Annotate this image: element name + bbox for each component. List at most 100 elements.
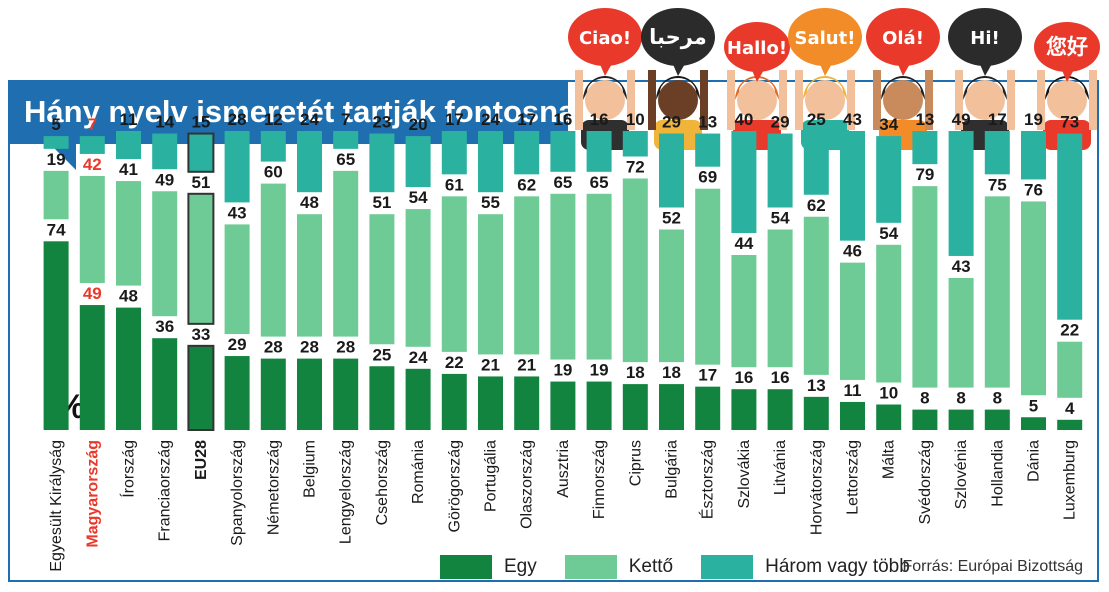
data-label: 74: [47, 220, 66, 239]
bar-ketto: [43, 170, 69, 220]
bar-harom: [695, 133, 721, 167]
bar-ketto: [622, 178, 648, 363]
bar-harom: [550, 131, 576, 172]
speech-bubble: [1034, 22, 1100, 72]
bar-harom: [622, 131, 648, 157]
bar-ketto: [803, 216, 829, 375]
bar-harom: [731, 131, 757, 233]
bar-ketto: [948, 277, 974, 388]
data-label: 34: [879, 115, 898, 134]
category-label: Románia: [410, 440, 427, 504]
bar-ketto: [767, 229, 793, 368]
legend: Egy Kettő Három vagy több: [440, 554, 938, 580]
data-label: 43: [228, 203, 247, 222]
bar-egy: [369, 366, 395, 430]
data-label: 54: [771, 209, 790, 228]
category-label: Portugália: [483, 440, 500, 512]
bar-ketto: [116, 181, 141, 286]
data-label: 7: [88, 115, 97, 134]
data-label: 8: [993, 389, 1002, 408]
speech-bubble: [568, 8, 642, 66]
bar-egy: [297, 358, 322, 430]
data-label: 28: [300, 338, 319, 357]
bar-harom: [514, 131, 540, 175]
bar-egy: [224, 356, 250, 430]
category-label: Belgium: [302, 440, 319, 498]
data-label: 16: [771, 368, 790, 387]
speech-bubble: [866, 8, 940, 66]
bar-ketto: [695, 188, 721, 365]
bar-harom: [803, 131, 829, 195]
person-arm: [727, 70, 735, 130]
bar-harom: [984, 131, 1010, 175]
person-head: [737, 80, 777, 120]
bar-egy: [876, 404, 902, 430]
data-label: 65: [590, 173, 609, 192]
bar-harom: [369, 133, 395, 193]
data-label: 17: [445, 110, 464, 129]
data-label: 49: [83, 284, 102, 303]
bar-ketto: [550, 193, 576, 360]
person-arm: [1089, 70, 1097, 130]
bar-egy: [767, 389, 793, 430]
category-label: Ausztria: [555, 440, 572, 498]
data-label: 19: [553, 361, 572, 380]
data-label: 20: [409, 115, 428, 134]
bar-harom: [260, 131, 286, 162]
category-label: Spanyolország: [229, 440, 246, 546]
category-label: Hollandia: [989, 440, 1006, 507]
data-label: 29: [771, 113, 790, 132]
category-label: EU28: [193, 440, 210, 480]
greeting-text: مرحبا: [649, 25, 707, 49]
bar-egy: [405, 368, 431, 430]
bar-egy: [514, 376, 540, 430]
data-label: 12: [264, 110, 283, 129]
legend-item-egy: Egy: [440, 555, 537, 579]
data-label: 8: [920, 389, 929, 408]
bar-egy: [79, 305, 105, 430]
bar-harom: [297, 131, 322, 193]
data-label: 48: [300, 193, 319, 212]
data-label: 19: [47, 150, 66, 169]
data-label: 49: [155, 170, 174, 189]
person-arm: [847, 70, 855, 130]
data-label: 60: [264, 163, 283, 182]
bar-ketto: [1057, 341, 1083, 398]
data-label: 62: [517, 175, 536, 194]
bar-egy: [695, 386, 721, 430]
person-arm: [795, 70, 803, 130]
bar-harom: [441, 131, 467, 175]
bar-egy: [840, 401, 865, 430]
category-label: Görögország: [446, 440, 463, 533]
speech-bubble-tail: [599, 62, 613, 76]
bar-ketto: [659, 229, 684, 363]
source-note: Forrás: Európai Bizottság: [902, 558, 1083, 575]
data-label: 72: [626, 158, 645, 177]
greeting-text: Salut!: [795, 28, 856, 49]
bar-ketto: [187, 192, 215, 325]
person-arm: [627, 70, 635, 130]
data-label: 51: [372, 193, 391, 212]
category-label: Dánia: [1026, 440, 1043, 482]
bar-egy: [622, 384, 648, 430]
legend-item-harom: Három vagy több: [701, 555, 910, 579]
category-label: Finnország: [591, 440, 608, 519]
bar-harom: [1021, 131, 1046, 180]
data-label: 16: [734, 368, 753, 387]
bar-harom: [79, 136, 105, 154]
data-label: 49: [952, 110, 971, 129]
category-label: Lengyelország: [338, 440, 355, 544]
data-label: 11: [120, 110, 138, 129]
bar-egy: [333, 358, 359, 430]
data-label: 46: [843, 242, 862, 261]
data-label: 75: [988, 175, 1007, 194]
speech-bubble: [948, 8, 1022, 66]
data-label: 16: [590, 110, 609, 129]
data-label: 4: [1065, 399, 1075, 418]
category-label: Szlovénia: [953, 440, 970, 509]
data-label: 76: [1024, 180, 1043, 199]
data-label: 13: [915, 110, 934, 129]
data-label: 23: [372, 113, 391, 132]
speech-bubble: [641, 8, 715, 66]
data-label: 15: [191, 113, 210, 132]
